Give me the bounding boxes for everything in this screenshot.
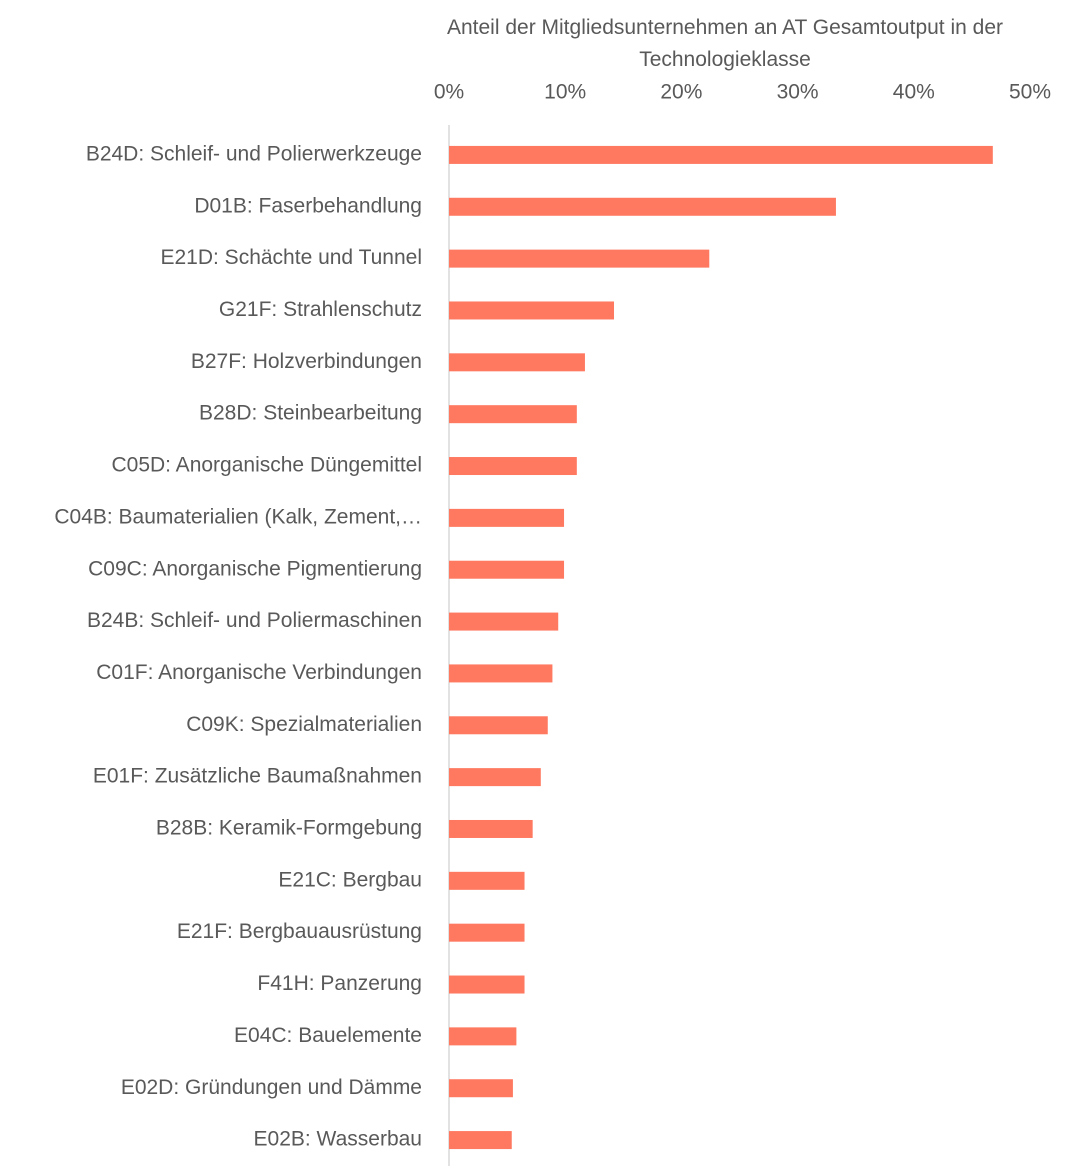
y-tick-label: C09K: Spezialmaterialien — [186, 713, 422, 736]
y-tick-label: B28B: Keramik-Formgebung — [156, 817, 422, 840]
x-tick-label: 20% — [660, 81, 702, 104]
bar — [449, 716, 548, 735]
y-tick-label: B24B: Schleif- und Poliermaschinen — [87, 609, 422, 632]
x-tick-label: 30% — [777, 81, 819, 104]
bar — [449, 560, 565, 579]
bar — [449, 923, 525, 942]
bar — [449, 197, 836, 216]
bar — [449, 768, 541, 787]
bar — [449, 353, 585, 372]
y-tick-label: C09C: Anorganische Pigmentierung — [88, 557, 422, 580]
y-tick-label: E01F: Zusätzliche Baumaßnahmen — [93, 765, 422, 788]
bar — [449, 301, 615, 320]
bar — [449, 612, 559, 631]
y-tick-label: E04C: Bauelemente — [234, 1024, 422, 1047]
bar — [449, 664, 553, 683]
y-tick-label: B28D: Steinbearbeitung — [199, 402, 422, 425]
bar — [449, 1027, 517, 1046]
y-tick-label: B24D: Schleif- und Polierwerkzeuge — [86, 142, 422, 165]
y-tick-label: C05D: Anorganische Düngemittel — [111, 454, 422, 477]
y-tick-label: C04B: Baumaterialien (Kalk, Zement,… — [54, 505, 422, 528]
y-tick-label: E21D: Schächte und Tunnel — [160, 246, 422, 269]
bar — [449, 1079, 513, 1098]
bar — [449, 145, 993, 164]
chart-title: Anteil der Mitgliedsunternehmen an AT Ge… — [446, 16, 1004, 71]
x-tick-label: 40% — [893, 81, 935, 104]
y-tick-label: E21F: Bergbauausrüstung — [177, 920, 422, 943]
y-tick-label: F41H: Panzerung — [257, 972, 422, 995]
y-tick-label: B27F: Holzverbindungen — [191, 350, 422, 373]
y-tick-label: E21C: Bergbau — [278, 868, 422, 891]
y-tick-label: E02D: Gründungen und Dämme — [121, 1076, 422, 1099]
bar — [449, 819, 533, 838]
bar — [449, 1131, 512, 1150]
bar — [449, 508, 565, 527]
y-tick-label: D01B: Faserbehandlung — [194, 194, 422, 217]
bar — [449, 457, 577, 476]
bar — [449, 405, 577, 424]
y-tick-label: C01F: Anorganische Verbindungen — [96, 661, 422, 684]
bar — [449, 249, 710, 268]
y-tick-label: E02B: Wasserbau — [254, 1128, 422, 1151]
x-tick-label: 0% — [434, 81, 464, 104]
bar — [449, 871, 525, 890]
y-tick-label: G21F: Strahlenschutz — [219, 298, 422, 321]
x-tick-label: 10% — [544, 81, 586, 104]
x-tick-label: 50% — [1009, 81, 1051, 104]
bar — [449, 975, 525, 994]
